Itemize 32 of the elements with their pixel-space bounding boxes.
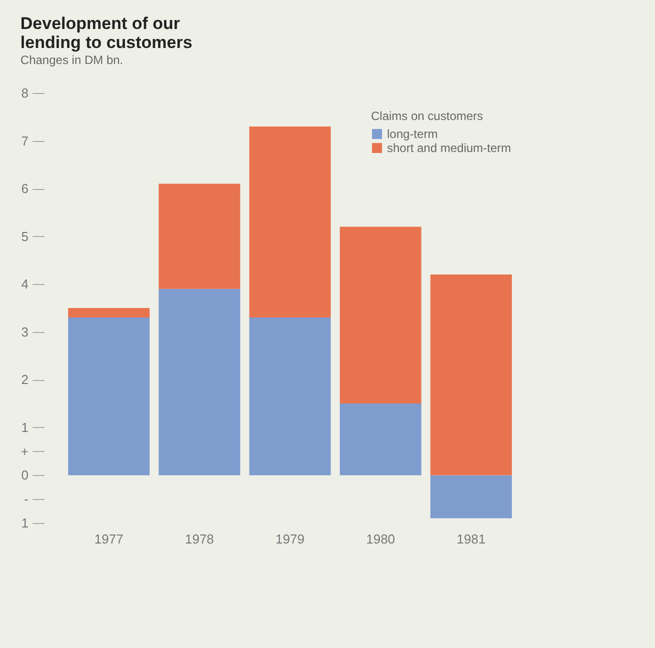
bar (68, 318, 150, 476)
y-tick-label: 0 (21, 468, 28, 483)
y-tick-label: 6 (21, 181, 28, 196)
x-tick-label: 1979 (276, 532, 304, 546)
bar (249, 318, 331, 476)
y-tick-label: - (24, 492, 28, 507)
bar (158, 288, 240, 476)
y-tick-label: 5 (21, 228, 28, 244)
y-tick-label: 4 (21, 276, 28, 292)
y-tick-label: 7 (21, 133, 28, 148)
bar (340, 404, 422, 476)
y-tick-label: 1 (21, 516, 28, 530)
legend-label: long-term (387, 127, 438, 141)
y-tick-label: + (20, 444, 28, 459)
chart-title: Development of our lending to customers (20, 14, 192, 52)
y-tick-label: 2 (21, 372, 28, 388)
bar (430, 475, 512, 518)
y-tick-label: 8 (21, 86, 28, 100)
bar (68, 308, 150, 318)
x-tick-label: 1977 (94, 532, 124, 546)
x-tick-label: 1980 (366, 532, 396, 546)
y-tick-label: 1 (21, 420, 28, 435)
bar (158, 184, 240, 289)
y-tick-label: 3 (21, 324, 28, 340)
bar (340, 226, 422, 404)
bar (249, 126, 331, 318)
chart-subtitle: Changes in DM bn. (20, 53, 124, 67)
legend-title: Claims on customers (371, 109, 484, 123)
legend-label: short and medium-term (387, 141, 512, 155)
x-tick-label: 1981 (456, 532, 486, 546)
bar (430, 274, 512, 476)
x-tick-label: 1978 (184, 532, 214, 546)
